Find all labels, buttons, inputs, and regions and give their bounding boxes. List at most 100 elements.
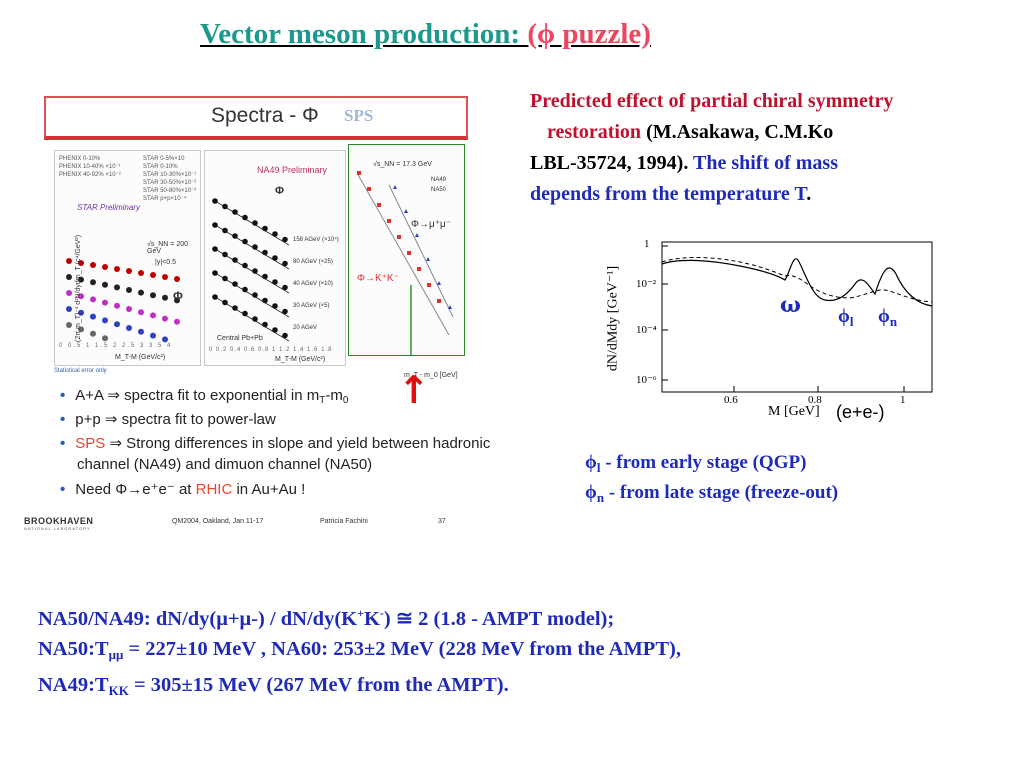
mass-plot-ylabel: dN/dMdy [GeV⁻¹] bbox=[605, 265, 621, 372]
bottom-l2b: = 227±10 MeV , NA60: 253±2 MeV (228 MeV … bbox=[123, 638, 681, 660]
marker bbox=[407, 251, 411, 255]
phi-n-note-text: - from late stage (freeze-out) bbox=[604, 482, 839, 503]
marker bbox=[174, 318, 180, 325]
marker bbox=[272, 279, 278, 285]
bottom-l1sup1: + bbox=[357, 606, 364, 620]
marker bbox=[150, 272, 156, 278]
panel3-legend: NA49 NA50 bbox=[431, 175, 446, 195]
bottom-l1c: ) ≅ 2 (1.8 - AMPT model); bbox=[383, 608, 615, 630]
phi-l-sub: l bbox=[849, 314, 854, 329]
marker bbox=[126, 306, 132, 312]
fit-line bbox=[214, 296, 290, 342]
ytick-4: 10⁻⁶ bbox=[636, 374, 657, 386]
phi-l-note-sub: l bbox=[596, 460, 601, 475]
marker bbox=[212, 294, 218, 300]
marker bbox=[282, 260, 288, 267]
panel3-plot bbox=[356, 171, 454, 355]
marker bbox=[272, 327, 278, 333]
legend-na50: NA50 bbox=[431, 187, 447, 193]
legend-star-5: STAR 50-80%×10⁻³ bbox=[143, 188, 197, 194]
footer-conf: QM2004, Oakland, Jan 11-17 bbox=[172, 518, 264, 525]
panel-na49: NA49 Preliminary Φ 158 AGeV (×10⁴) 80 AG… bbox=[204, 150, 346, 366]
marker bbox=[150, 332, 156, 339]
bullet-1-sub2: 0 bbox=[342, 395, 349, 406]
legend-phenix-1: PHENIX 0-10% bbox=[59, 156, 101, 162]
prediction-line3a: LBL-35724, 1994). bbox=[530, 152, 689, 174]
panel-sps: √s_NN = 17.3 GeV NA49 NA50 Φ→μ⁺μ⁻ Φ→K⁺K⁻ bbox=[348, 144, 465, 356]
bottom-l3sub: KK bbox=[108, 683, 129, 698]
marker bbox=[242, 262, 248, 269]
marker bbox=[66, 306, 72, 312]
marker bbox=[174, 297, 180, 304]
xtick-3: 1 bbox=[900, 394, 906, 406]
prediction-text: Predicted effect of partial chiral symme… bbox=[530, 86, 1010, 210]
marker bbox=[252, 316, 258, 322]
legend-phenix-3: PHENIX 40-92% ×10⁻² bbox=[59, 172, 121, 178]
sps-label: SPS bbox=[344, 106, 374, 125]
energy-20: 20 AGeV bbox=[293, 325, 318, 331]
bullet-3-sps: SPS bbox=[75, 435, 106, 452]
panel1-phi: Φ bbox=[173, 289, 183, 303]
marker bbox=[262, 225, 268, 232]
marker bbox=[138, 270, 144, 276]
phi-n-note-sub: n bbox=[596, 490, 605, 505]
marker bbox=[252, 292, 258, 298]
fit-line bbox=[388, 184, 454, 318]
footer-author: Patricia Fachini bbox=[320, 518, 368, 525]
marker bbox=[78, 326, 84, 333]
bullet-5-post: in Au+Au ! bbox=[232, 481, 306, 498]
marker bbox=[272, 303, 278, 309]
panel1-xlabel: M_T-M (GeV/c²) bbox=[115, 354, 166, 361]
xtick-1: 0.6 bbox=[724, 394, 738, 406]
energy-40: 40 AGeV (×10) bbox=[293, 281, 333, 287]
marker bbox=[242, 238, 248, 245]
marker bbox=[427, 283, 431, 287]
marker bbox=[415, 233, 419, 237]
marker bbox=[417, 267, 421, 271]
phi-l-note: ϕl - from early stage (QGP) bbox=[585, 452, 806, 476]
marker bbox=[102, 281, 108, 288]
legend-star-6: STAR p+p×10⁻⁴ bbox=[143, 196, 187, 202]
mass-spectrum-plot: 1 10⁻² 10⁻⁴ 10⁻⁶ 0.6 0.8 1 M [GeV] dN/dM… bbox=[600, 232, 940, 428]
marker bbox=[102, 299, 108, 306]
marker bbox=[377, 203, 381, 207]
panel3-energy: √s_NN = 17.3 GeV bbox=[373, 161, 432, 168]
fit-line bbox=[214, 272, 290, 318]
marker bbox=[162, 336, 168, 343]
marker bbox=[282, 236, 288, 243]
marker bbox=[232, 209, 238, 215]
title-phi-puzzle: (ϕ puzzle) bbox=[527, 18, 651, 50]
footer-page: 37 bbox=[438, 518, 446, 525]
mass-plot-svg bbox=[661, 241, 933, 393]
marker bbox=[262, 273, 268, 280]
phi-l-symbol: ϕ bbox=[838, 306, 850, 327]
marker bbox=[222, 251, 228, 258]
marker bbox=[232, 257, 238, 263]
marker bbox=[90, 330, 96, 337]
panel2-energy-labels: 158 AGeV (×10⁴) 80 AGeV (×25) 40 AGeV (×… bbox=[293, 229, 339, 339]
bullet-1-post: -m bbox=[325, 387, 343, 404]
marker bbox=[212, 246, 218, 252]
marker bbox=[282, 332, 288, 339]
bullet-3: • SPS ⇒ Strong differences in slope and y… bbox=[60, 435, 491, 452]
marker bbox=[126, 325, 132, 331]
marker bbox=[437, 281, 441, 285]
bnl-logo-text: BROOKHAVEN bbox=[24, 516, 94, 526]
marker bbox=[78, 260, 84, 266]
marker bbox=[66, 274, 72, 280]
marker bbox=[232, 305, 238, 311]
prediction-line1: Predicted effect of partial chiral symme… bbox=[530, 90, 894, 112]
fit-line bbox=[214, 224, 290, 270]
legend-na49: NA49 bbox=[431, 177, 447, 183]
bullet-1-text: A+A ⇒ spectra fit to exponential in m bbox=[75, 387, 320, 404]
energy-158: 158 AGeV (×10⁴) bbox=[293, 237, 339, 243]
bottom-line-1: NA50/NA49: dN/dy(μ+μ-) / dN/dy(K+K-) ≅ 2… bbox=[38, 598, 681, 634]
phi-l-note-sym: ϕ bbox=[585, 452, 597, 473]
marker bbox=[393, 185, 397, 189]
legend-star-2: STAR 0-10% bbox=[143, 164, 178, 170]
phi-n-label: ϕn bbox=[878, 306, 897, 330]
fit-line bbox=[214, 200, 290, 246]
marker bbox=[232, 281, 238, 287]
marker bbox=[367, 187, 371, 191]
slide-bullets: • A+A ⇒ spectra fit to exponential in mT-… bbox=[60, 386, 490, 516]
